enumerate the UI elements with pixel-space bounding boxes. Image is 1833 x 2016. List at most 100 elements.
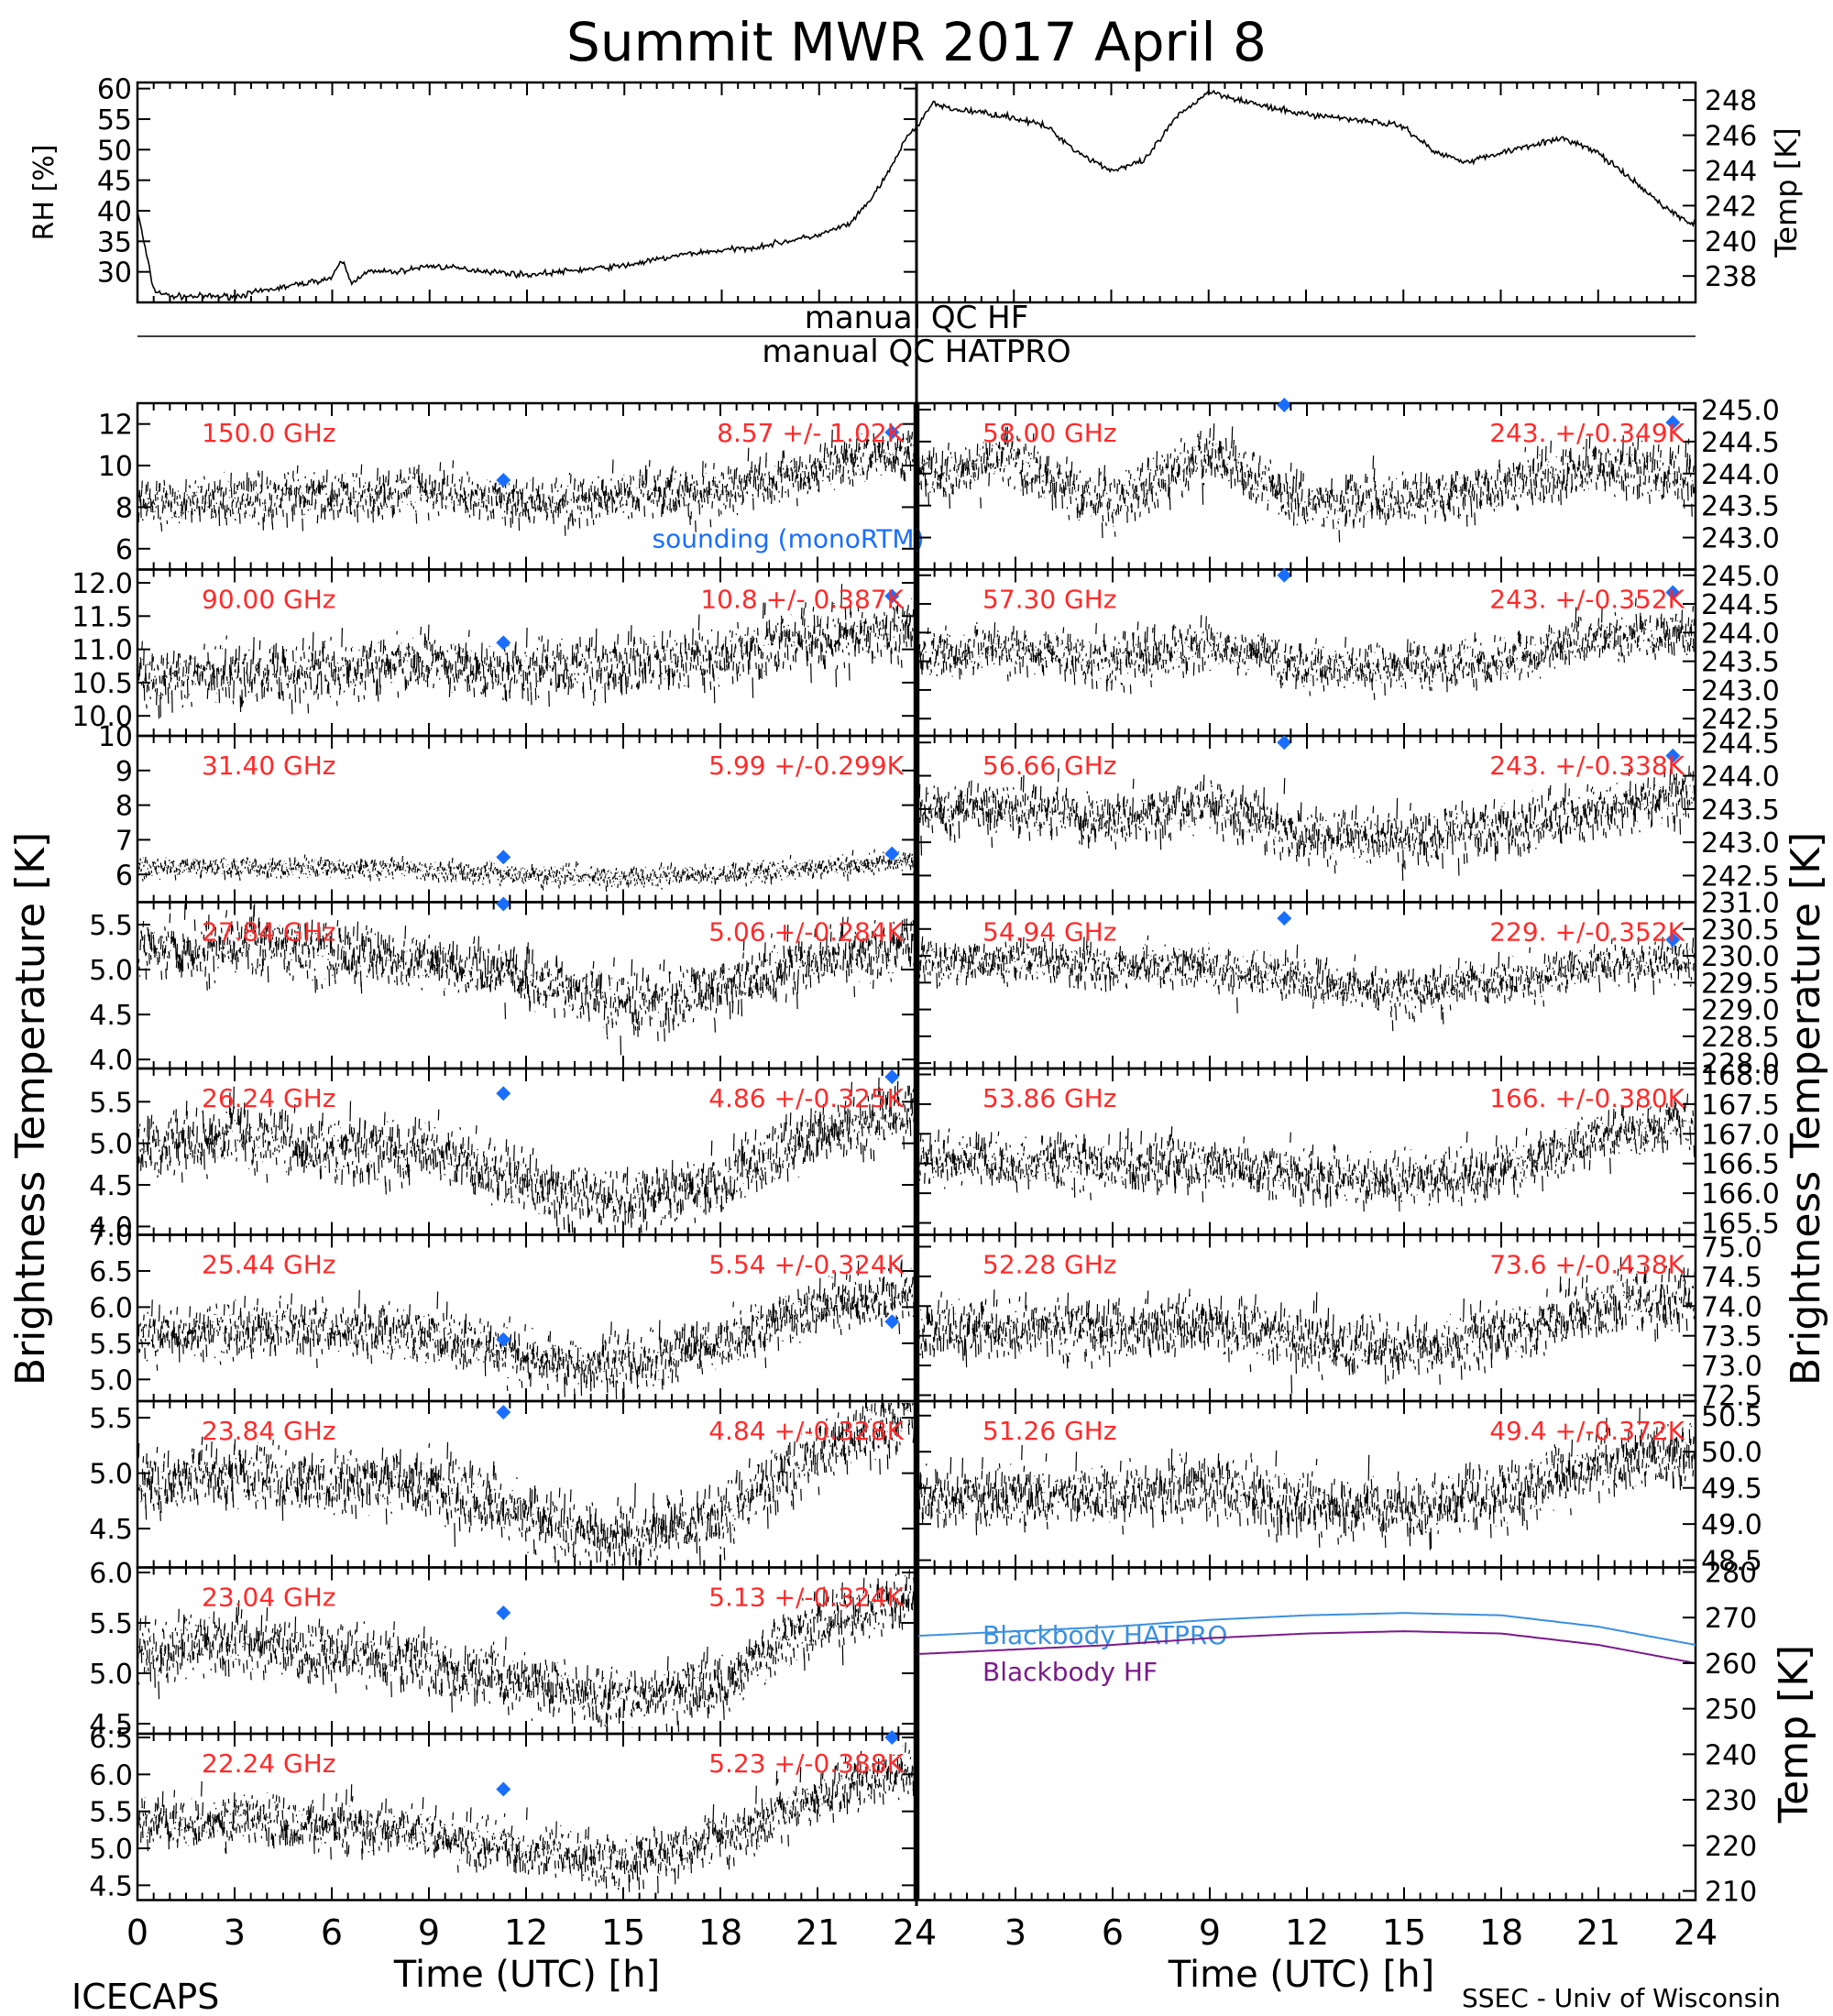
y-tick-label: 40	[97, 196, 132, 228]
y-tick-label: 230.5	[1701, 915, 1780, 947]
y-tick-label: 5.5	[89, 1608, 133, 1640]
channel-label: 27.84 GHz	[202, 917, 336, 948]
channel-stats: 4.86 +/-0.325K	[708, 1083, 904, 1113]
y-tick-label: 248	[1705, 85, 1757, 117]
ch5386-data	[917, 1093, 1696, 1212]
sounding-marker	[496, 1781, 511, 1797]
blackbody-series-line	[917, 1630, 1696, 1664]
y-tick-label: 270	[1705, 1603, 1757, 1635]
y-tick-label: 6	[115, 860, 133, 892]
y-tick-label: 243.5	[1701, 491, 1780, 523]
channel-label: 52.28 GHz	[982, 1250, 1117, 1280]
ch2384-data	[137, 1402, 916, 1566]
right-x-axis-label: Time (UTC) [h]	[1168, 1954, 1434, 1996]
sounding-marker	[496, 1605, 511, 1620]
channel-label: 26.24 GHz	[202, 1083, 336, 1113]
sounding-marker	[1665, 748, 1681, 763]
x-tick-label: 0	[126, 1912, 148, 1953]
channel-stats: 73.6 +/-0.438K	[1489, 1250, 1685, 1280]
ch2784-data	[137, 904, 916, 1056]
ch2304-data	[137, 1569, 916, 1733]
sounding-marker	[496, 635, 511, 651]
y-tick-label: 4.5	[89, 1514, 133, 1546]
qc-hf-label: manual QC HF	[805, 300, 1029, 336]
right-shared-ylabel: Brightness Temperature [K]	[1783, 832, 1829, 1386]
channel-stats: 5.13 +/-0.324K	[708, 1583, 904, 1613]
y-tick-label: 244.5	[1701, 589, 1780, 621]
y-tick-label: 166.0	[1701, 1178, 1780, 1211]
y-tick-label: 11.5	[71, 601, 133, 633]
panel-ch2784: 4.0 4.5 5.0 5.5 27.84 GHz 5.06 +/-0.284K	[89, 896, 916, 1077]
y-tick-label: 5.5	[89, 1797, 133, 1829]
panel-ch5228: 72.573.073.574.074.575.0 52.28 GHz 73.6 +/…	[916, 1232, 1762, 1413]
y-tick-label: 73.5	[1701, 1321, 1762, 1353]
sounding-marker	[1277, 567, 1292, 583]
y-tick-label: 165.5	[1701, 1209, 1780, 1241]
temp-series-line	[916, 89, 1696, 228]
temp-axis-label: Temp [K]	[1769, 127, 1804, 257]
y-tick-label: 12.0	[71, 568, 133, 600]
channel-label: 22.24 GHz	[202, 1748, 336, 1779]
x-tick-label: 3	[224, 1912, 246, 1953]
y-tick-label: 6.0	[89, 1558, 133, 1590]
sounding-marker	[1665, 414, 1681, 430]
y-tick-label: 74.5	[1701, 1262, 1762, 1294]
x-tick-label: 12	[1285, 1912, 1329, 1953]
x-tick-label: 3	[1004, 1912, 1026, 1953]
x-tick-label: 12	[504, 1912, 548, 1953]
channel-label: 23.84 GHz	[202, 1416, 336, 1446]
channel-label: 150.0 GHz	[202, 418, 336, 448]
channel-label: 90.00 GHz	[202, 585, 336, 615]
sounding-marker	[884, 424, 900, 440]
sounding-marker	[884, 1069, 900, 1085]
x-tick-label: 15	[1382, 1912, 1426, 1953]
y-tick-label: 35	[97, 226, 132, 258]
channel-stats: 10.8 +/- 0.387K	[700, 585, 904, 615]
y-tick-label: 243.5	[1701, 794, 1780, 827]
y-tick-label: 243.0	[1701, 523, 1780, 555]
y-tick-label: 242.5	[1701, 860, 1780, 893]
y-tick-label: 8	[115, 791, 133, 823]
y-tick-label: 4.5	[89, 1000, 133, 1032]
y-tick-label: 228.0	[1701, 1048, 1780, 1080]
footer-right: SSEC - Univ of Wisconsin	[1462, 1983, 1781, 2013]
channel-label: 25.44 GHz	[202, 1250, 336, 1280]
sounding-marker	[1665, 585, 1681, 600]
left-x-axis-label: Time (UTC) [h]	[393, 1954, 660, 1996]
channel-label: 54.94 GHz	[982, 917, 1117, 948]
panel-ch2544: 5.05.5 6.0 6.57.0 25.44 GHz 5.54 +/-0.324K	[89, 1221, 916, 1403]
y-tick-label: 244.0	[1701, 618, 1780, 650]
sounding-marker	[884, 1314, 900, 1330]
y-tick-label: 5.0	[89, 1834, 133, 1866]
y-tick-label: 231.0	[1701, 888, 1780, 920]
channel-stats: 243. +/-0.352K	[1489, 585, 1685, 615]
y-tick-label: 243.5	[1701, 647, 1780, 679]
y-tick-label: 240	[1705, 1739, 1757, 1771]
y-tick-label: 9	[115, 756, 133, 788]
y-tick-label: 244.5	[1701, 728, 1780, 760]
y-tick-label: 7	[115, 825, 133, 857]
y-tick-label: 5.5	[89, 1403, 133, 1435]
x-tick-label: 18	[698, 1912, 742, 1953]
x-tick-label: 21	[1576, 1912, 1620, 1953]
footer-left: ICECAPS	[71, 1977, 219, 2016]
y-tick-label: 210	[1705, 1877, 1757, 1909]
ch5228-data	[917, 1256, 1696, 1394]
y-tick-label: 242.5	[1701, 704, 1780, 736]
x-tick-label: 6	[1102, 1912, 1124, 1953]
y-tick-label: 6.0	[89, 1759, 133, 1791]
channel-stats: 5.99 +/-0.299K	[708, 751, 904, 781]
y-tick-label: 10.0	[71, 701, 133, 733]
blackbody-series-line	[917, 1612, 1696, 1646]
y-tick-label: 49.0	[1701, 1509, 1762, 1541]
y-tick-label: 166.5	[1701, 1149, 1780, 1181]
sounding-marker	[496, 896, 511, 912]
channel-label: 57.30 GHz	[982, 585, 1117, 615]
y-tick-label: 244.0	[1701, 761, 1780, 794]
